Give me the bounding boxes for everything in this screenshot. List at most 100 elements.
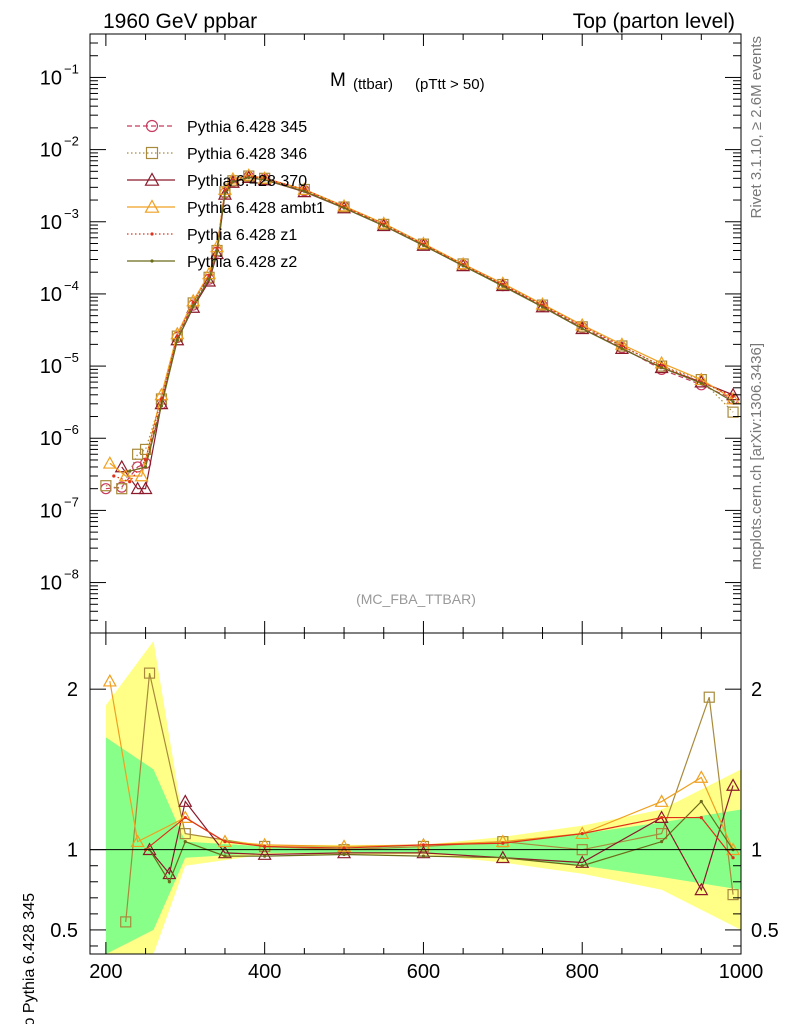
- data-point: [421, 854, 426, 858]
- data-point: [100, 480, 112, 492]
- ratio-series-4: [147, 799, 735, 884]
- data-point: [210, 246, 225, 260]
- main-ytick-exponent: −3: [64, 206, 79, 221]
- data-point: [656, 828, 668, 840]
- data-point: [694, 882, 709, 896]
- legend-label: Pythia 6.428 z2: [187, 254, 297, 271]
- plot-title-sub: (ttbar): [353, 76, 393, 93]
- legend-label: Pythia 6.428 z1: [187, 227, 297, 244]
- main-ytick-exponent: −5: [64, 350, 79, 365]
- data-point: [178, 810, 193, 823]
- data-point: [215, 249, 219, 253]
- data-point: [461, 264, 465, 268]
- main-ytick-label: 10: [40, 212, 62, 234]
- side-text-top: Rivet 3.1.10, ≥ 2.6M events: [748, 36, 765, 219]
- data-point: [703, 691, 715, 703]
- data-point: [191, 300, 195, 305]
- data-point: [144, 172, 160, 186]
- data-point: [134, 468, 149, 482]
- data-point: [223, 191, 227, 195]
- data-point: [731, 394, 735, 399]
- main-ytick-label: 10: [40, 356, 62, 378]
- data-point: [727, 889, 739, 901]
- data-point: [223, 854, 227, 858]
- ratio-series-2: [102, 673, 741, 856]
- ratio-ytick-label-right: 1: [751, 840, 762, 862]
- ratio-ytick-label-left: 1: [67, 840, 78, 862]
- data-point: [120, 916, 132, 928]
- data-point: [178, 794, 193, 807]
- data-point: [114, 459, 129, 473]
- data-point: [143, 458, 148, 462]
- xtick-label: 1000: [719, 961, 764, 983]
- main-ytick-label: 10: [40, 428, 62, 450]
- series-2: [114, 170, 741, 495]
- data-point: [654, 794, 669, 807]
- ratio-series-0: [120, 667, 739, 928]
- data-point: [263, 844, 267, 849]
- series-line: [109, 174, 734, 477]
- xtick-label: 200: [89, 961, 122, 983]
- data-point: [421, 843, 426, 847]
- series-5: [128, 175, 735, 473]
- main-ytick-exponent: −8: [64, 567, 79, 582]
- xtick-label: 400: [248, 961, 281, 983]
- series-line: [105, 175, 734, 490]
- ratio-ytick-label-left: 0.5: [50, 920, 78, 942]
- data-point: [580, 324, 584, 328]
- main-ytick-exponent: −6: [64, 422, 79, 437]
- series-1: [100, 170, 739, 495]
- data-point: [112, 474, 116, 478]
- data-point: [614, 341, 629, 354]
- plot-title-main: M: [330, 70, 346, 91]
- series-line: [113, 175, 734, 483]
- main-ytick-exponent: −7: [64, 494, 79, 509]
- data-point: [130, 481, 145, 495]
- data-point: [159, 404, 164, 408]
- ratio-series-1: [142, 778, 741, 896]
- data-point: [495, 276, 510, 289]
- ratio-panel-series: [102, 667, 741, 928]
- legend-label: Pythia 6.428 346: [187, 146, 307, 163]
- data-point: [223, 840, 227, 844]
- data-point: [128, 480, 132, 484]
- ratio-panel-bands: [105, 641, 741, 954]
- data-point: [143, 667, 156, 679]
- legend-label: Pythia 6.428 ambt1: [187, 200, 325, 217]
- data-point: [217, 834, 232, 848]
- data-point: [145, 146, 159, 160]
- data-point: [150, 232, 154, 236]
- data-point: [225, 175, 240, 188]
- data-point: [699, 381, 703, 385]
- data-point: [342, 852, 346, 857]
- data-point: [382, 224, 386, 228]
- data-point: [417, 840, 430, 853]
- xtick-label: 600: [407, 961, 440, 983]
- data-point: [145, 119, 159, 133]
- main-ytick-exponent: −1: [64, 61, 79, 76]
- ratio-series-3: [143, 815, 735, 860]
- data-point: [257, 847, 272, 860]
- series-line: [121, 176, 734, 490]
- data-point: [337, 845, 352, 859]
- data-point: [726, 387, 741, 401]
- data-point: [130, 834, 145, 848]
- data-point: [302, 189, 306, 193]
- data-point: [421, 243, 426, 248]
- data-point: [102, 456, 117, 469]
- data-point: [726, 842, 741, 856]
- data-point: [456, 256, 471, 270]
- side-text-bottom: mcplots.cern.ch [arXiv:1306.3436]: [748, 343, 765, 570]
- data-point: [167, 880, 171, 884]
- uncertainty-band: [105, 641, 741, 954]
- data-point: [263, 854, 267, 858]
- data-point: [159, 397, 164, 401]
- uncertainty-band: [105, 737, 741, 954]
- xtick-label: 800: [566, 961, 599, 983]
- ratio-line: [149, 785, 734, 892]
- data-point: [241, 168, 256, 181]
- data-point: [342, 846, 346, 850]
- ratio-ytick-label-left: 2: [67, 679, 78, 701]
- data-point: [620, 344, 624, 348]
